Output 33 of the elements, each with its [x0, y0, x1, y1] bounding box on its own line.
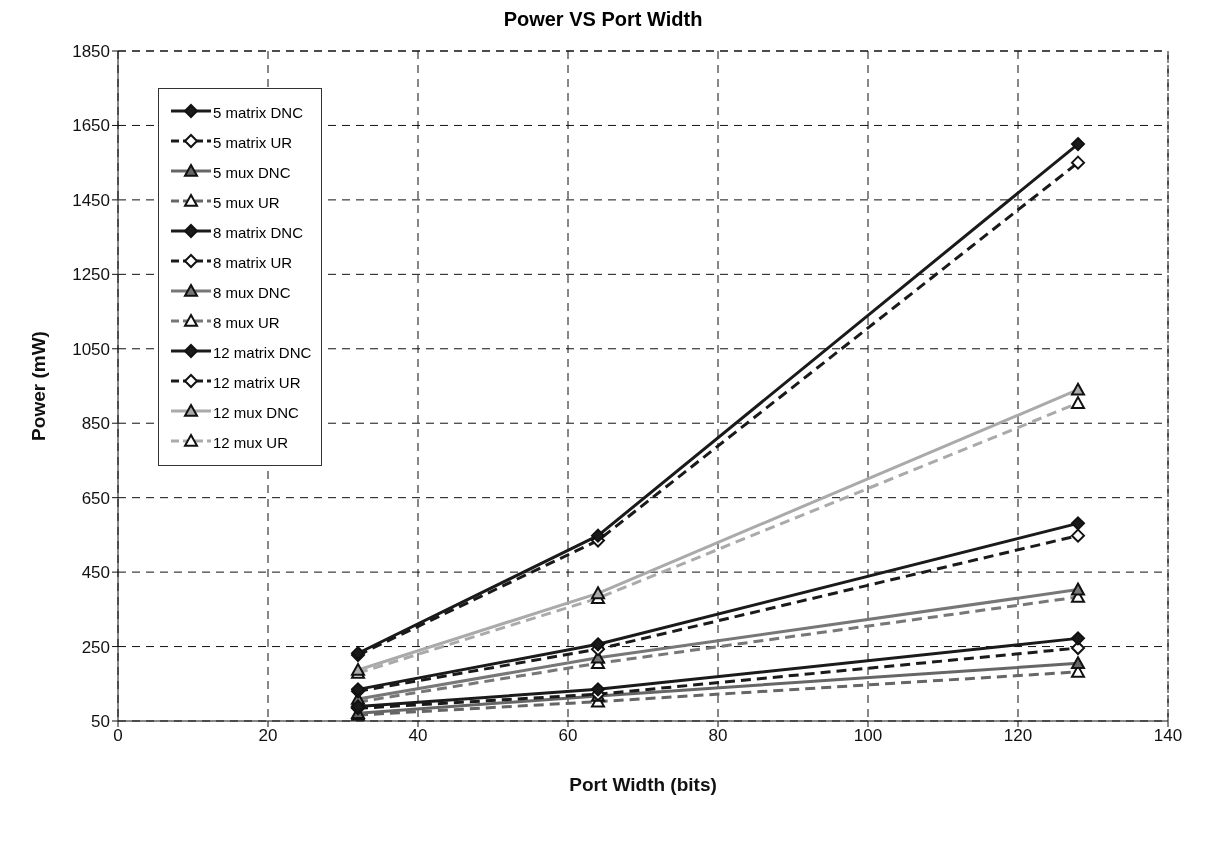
y-tick-label: 250 [81, 637, 110, 657]
x-tick-label: 0 [113, 726, 123, 746]
legend-label: 5 matrix UR [213, 133, 293, 151]
y-axis-title: Power (mW) [27, 331, 49, 441]
legend-label: 5 matrix DNC [213, 103, 304, 121]
legend-label: 8 mux DNC [213, 283, 291, 301]
y-tick-label: 450 [81, 563, 110, 583]
y-tick-label: 650 [81, 488, 110, 508]
x-tick-label: 20 [258, 726, 278, 746]
legend-label: 5 mux DNC [213, 163, 291, 181]
legend-label: 12 matrix DNC [213, 343, 312, 361]
y-tick-label: 1650 [72, 116, 110, 136]
legend-label: 12 matrix UR [213, 373, 301, 391]
y-tick-label: 1450 [72, 190, 110, 210]
legend-label: 8 mux UR [213, 313, 280, 331]
legend-label: 8 matrix DNC [213, 223, 304, 241]
legend-label: 12 mux DNC [213, 403, 299, 421]
x-tick-label: 120 [1003, 726, 1033, 746]
x-tick-label: 80 [708, 726, 728, 746]
chart-title: Power VS Port Width [502, 8, 704, 31]
x-tick-label: 140 [1153, 726, 1183, 746]
y-tick-label: 50 [91, 712, 110, 732]
legend-label: 5 mux UR [213, 193, 280, 211]
x-tick-label: 60 [558, 726, 578, 746]
y-tick-label: 1050 [72, 339, 110, 359]
y-tick-label: 1850 [72, 42, 110, 62]
legend-label: 8 matrix UR [213, 253, 293, 271]
y-tick-label: 1250 [72, 265, 110, 285]
x-axis-title: Port Width (bits) [569, 774, 717, 795]
legend-label: 12 mux UR [213, 433, 289, 451]
y-tick-label: 850 [81, 414, 110, 434]
x-tick-label: 40 [408, 726, 428, 746]
x-tick-label: 100 [853, 726, 883, 746]
